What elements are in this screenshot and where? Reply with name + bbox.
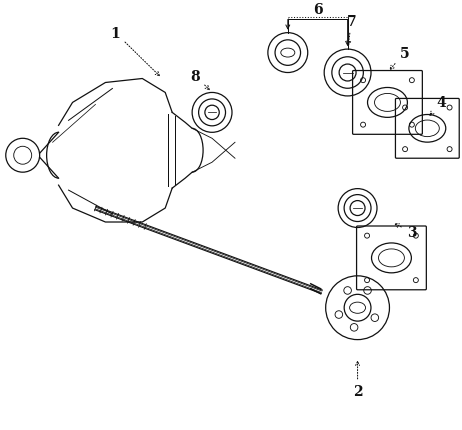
Text: 3: 3 [395,224,416,240]
Text: 6: 6 [313,3,322,17]
Text: 2: 2 [353,362,362,399]
Text: 8: 8 [190,69,209,90]
Text: 7: 7 [347,15,356,46]
Text: 1: 1 [110,27,159,77]
Text: 4: 4 [430,96,446,116]
Text: 5: 5 [390,46,409,71]
